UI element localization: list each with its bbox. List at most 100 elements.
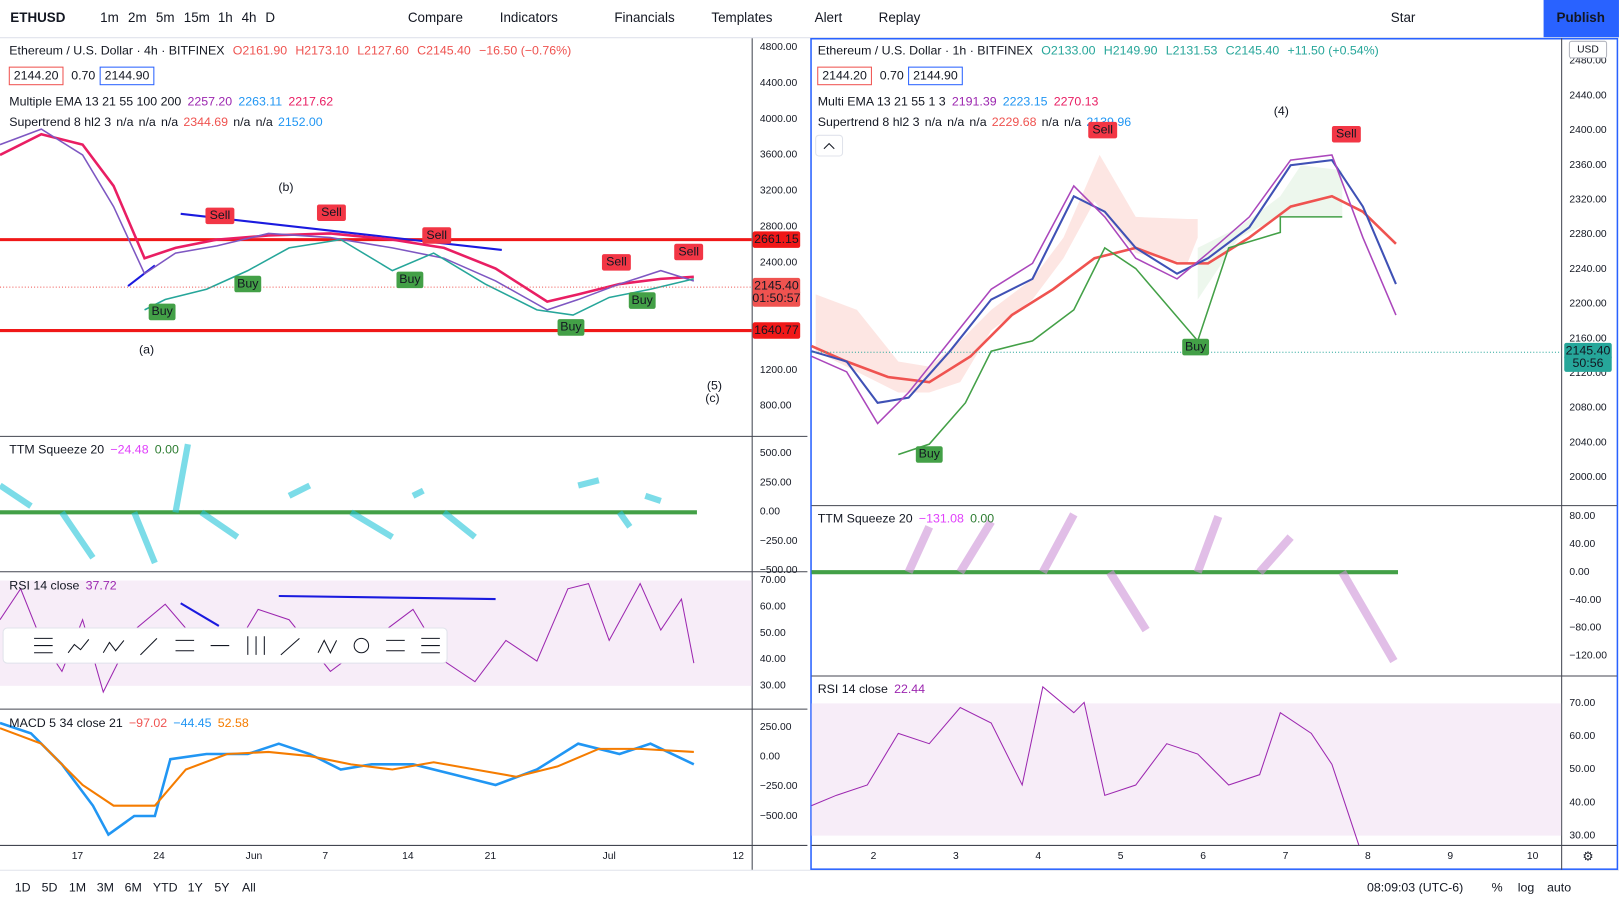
level-tag: 2661.15 bbox=[754, 232, 799, 246]
supertrend bbox=[898, 216, 1343, 456]
date-label: 9 bbox=[1447, 851, 1453, 862]
price-label: 0.00 bbox=[760, 507, 780, 518]
countdown-tag: 50:56 bbox=[1573, 356, 1604, 370]
countdown-tag-bg bbox=[1564, 355, 1612, 372]
toolbar-button[interactable]: Compare bbox=[408, 10, 463, 25]
price-label: 2240.00 bbox=[1569, 264, 1607, 275]
indicator-name: RSI 14 close bbox=[9, 579, 79, 593]
buy-signal-bg bbox=[915, 446, 943, 463]
publish-label[interactable]: Publish bbox=[1557, 10, 1605, 25]
trend-line bbox=[180, 602, 220, 627]
price-label: −250.00 bbox=[760, 781, 798, 792]
signal-line bbox=[0, 727, 694, 807]
date-label: 24 bbox=[153, 851, 165, 862]
date-label: 2 bbox=[871, 851, 877, 862]
collapse-button[interactable] bbox=[815, 134, 844, 157]
toolbar-button[interactable]: Replay bbox=[879, 10, 921, 25]
range-button[interactable]: 1M bbox=[69, 881, 86, 895]
price-label: 2280.00 bbox=[1569, 229, 1607, 240]
interval[interactable]: D bbox=[265, 10, 275, 25]
bid-box bbox=[817, 66, 872, 86]
price-label: 500.00 bbox=[760, 448, 792, 459]
spread: 0.70 bbox=[880, 69, 904, 83]
supertrend-fill bbox=[815, 154, 1198, 393]
price-label: −250.00 bbox=[760, 536, 798, 547]
range-button[interactable]: 1Y bbox=[188, 881, 203, 895]
interval[interactable]: 1h bbox=[218, 10, 233, 25]
date-label: 5 bbox=[1118, 851, 1124, 862]
interval[interactable]: 1m bbox=[100, 10, 119, 25]
sell-signal: Sell bbox=[678, 244, 699, 258]
interval[interactable]: 15m bbox=[184, 10, 210, 25]
price-label: 250.00 bbox=[760, 477, 792, 488]
toolbar-button[interactable]: Indicators bbox=[500, 10, 558, 25]
buy-signal-bg bbox=[628, 292, 656, 309]
date-label: 14 bbox=[402, 851, 414, 862]
price-label: 2360.00 bbox=[1569, 160, 1607, 171]
buy-signal: Buy bbox=[1185, 339, 1207, 353]
toolbar-button[interactable]: Templates bbox=[711, 10, 772, 25]
price-label: 4000.00 bbox=[760, 114, 798, 125]
supertrend-legend: Supertrend 8 hl2 3 n/a n/a n/a 2344.69 n/a n/a… bbox=[9, 115, 323, 129]
currency-box[interactable] bbox=[1568, 40, 1608, 59]
settings-icon[interactable]: ⚙ bbox=[1582, 850, 1593, 864]
range-button[interactable]: YTD bbox=[153, 881, 178, 895]
buy-signal-bg bbox=[148, 303, 176, 321]
star-button[interactable]: Star bbox=[1391, 10, 1416, 25]
level-tag: 1640.77 bbox=[754, 323, 799, 337]
indicator-legend: TTM Squeeze 20 −24.48 0.00 bbox=[9, 443, 179, 457]
interval[interactable]: 5m bbox=[156, 10, 175, 25]
toolbar-button[interactable]: Alert bbox=[815, 10, 843, 25]
sell-signal: Sell bbox=[606, 255, 627, 269]
ohlc: O2161.90 bbox=[233, 44, 287, 58]
indicator-legend: RSI 14 close 37.72 bbox=[9, 579, 116, 593]
price-label: −500.00 bbox=[760, 565, 798, 576]
buy-signal: Buy bbox=[919, 447, 941, 461]
interval[interactable]: 4h bbox=[242, 10, 257, 25]
level-tag-bg bbox=[752, 322, 801, 339]
ask: 2144.90 bbox=[913, 69, 958, 83]
spread: 0.70 bbox=[71, 69, 95, 83]
range-button[interactable]: 3M bbox=[97, 881, 114, 895]
active-frame bbox=[810, 37, 1619, 870]
price-label: 2200.00 bbox=[1569, 299, 1607, 310]
supertrend-value: n/a bbox=[233, 115, 250, 129]
ohlc: L2131.53 bbox=[1166, 44, 1218, 58]
ema-value: 2191.39 bbox=[952, 95, 997, 109]
price-label: 60.00 bbox=[1569, 731, 1595, 742]
supertrend-value: 2152.00 bbox=[278, 115, 323, 129]
wave-label: (5) bbox=[707, 379, 722, 393]
macd-line bbox=[0, 721, 695, 837]
currency[interactable]: USD bbox=[1577, 44, 1599, 55]
price-label: −80.00 bbox=[1569, 623, 1601, 634]
interval[interactable]: 2m bbox=[128, 10, 147, 25]
publish-button[interactable] bbox=[1543, 0, 1619, 38]
scale-option[interactable]: % bbox=[1492, 881, 1503, 895]
price-label: 70.00 bbox=[760, 575, 786, 586]
range-button[interactable]: 5Y bbox=[214, 881, 229, 895]
sell-signal-bg bbox=[422, 227, 452, 244]
sell-signal-bg bbox=[1331, 126, 1361, 143]
symbol[interactable]: ETHUSD bbox=[10, 10, 65, 25]
ohlc: H2173.10 bbox=[295, 44, 349, 58]
scale-option[interactable]: auto bbox=[1547, 881, 1571, 895]
ask-box bbox=[908, 66, 963, 86]
range-button[interactable]: 6M bbox=[125, 881, 142, 895]
toolbar-button[interactable]: Financials bbox=[614, 10, 675, 25]
indicator-legend: TTM Squeeze 20 −131.08 0.00 bbox=[818, 512, 995, 526]
price-label: 250.00 bbox=[760, 722, 792, 733]
supertrend-legend: Supertrend 8 hl2 3 n/a n/a n/a 2229.68 n/a n/a… bbox=[818, 115, 1132, 129]
supertrend-value: n/a bbox=[161, 115, 178, 129]
supertrend-value: n/a bbox=[947, 115, 964, 129]
scale-option[interactable]: log bbox=[1518, 881, 1535, 895]
buy-signal: Buy bbox=[237, 276, 259, 290]
range-button[interactable]: All bbox=[242, 881, 256, 895]
price-label: 30.00 bbox=[1569, 830, 1595, 841]
range-button[interactable]: 1D bbox=[15, 881, 31, 895]
date-label: 4 bbox=[1035, 851, 1041, 862]
range-button[interactable]: 5D bbox=[42, 881, 58, 895]
ohlc: H2149.90 bbox=[1104, 44, 1158, 58]
chevron bbox=[823, 142, 835, 150]
